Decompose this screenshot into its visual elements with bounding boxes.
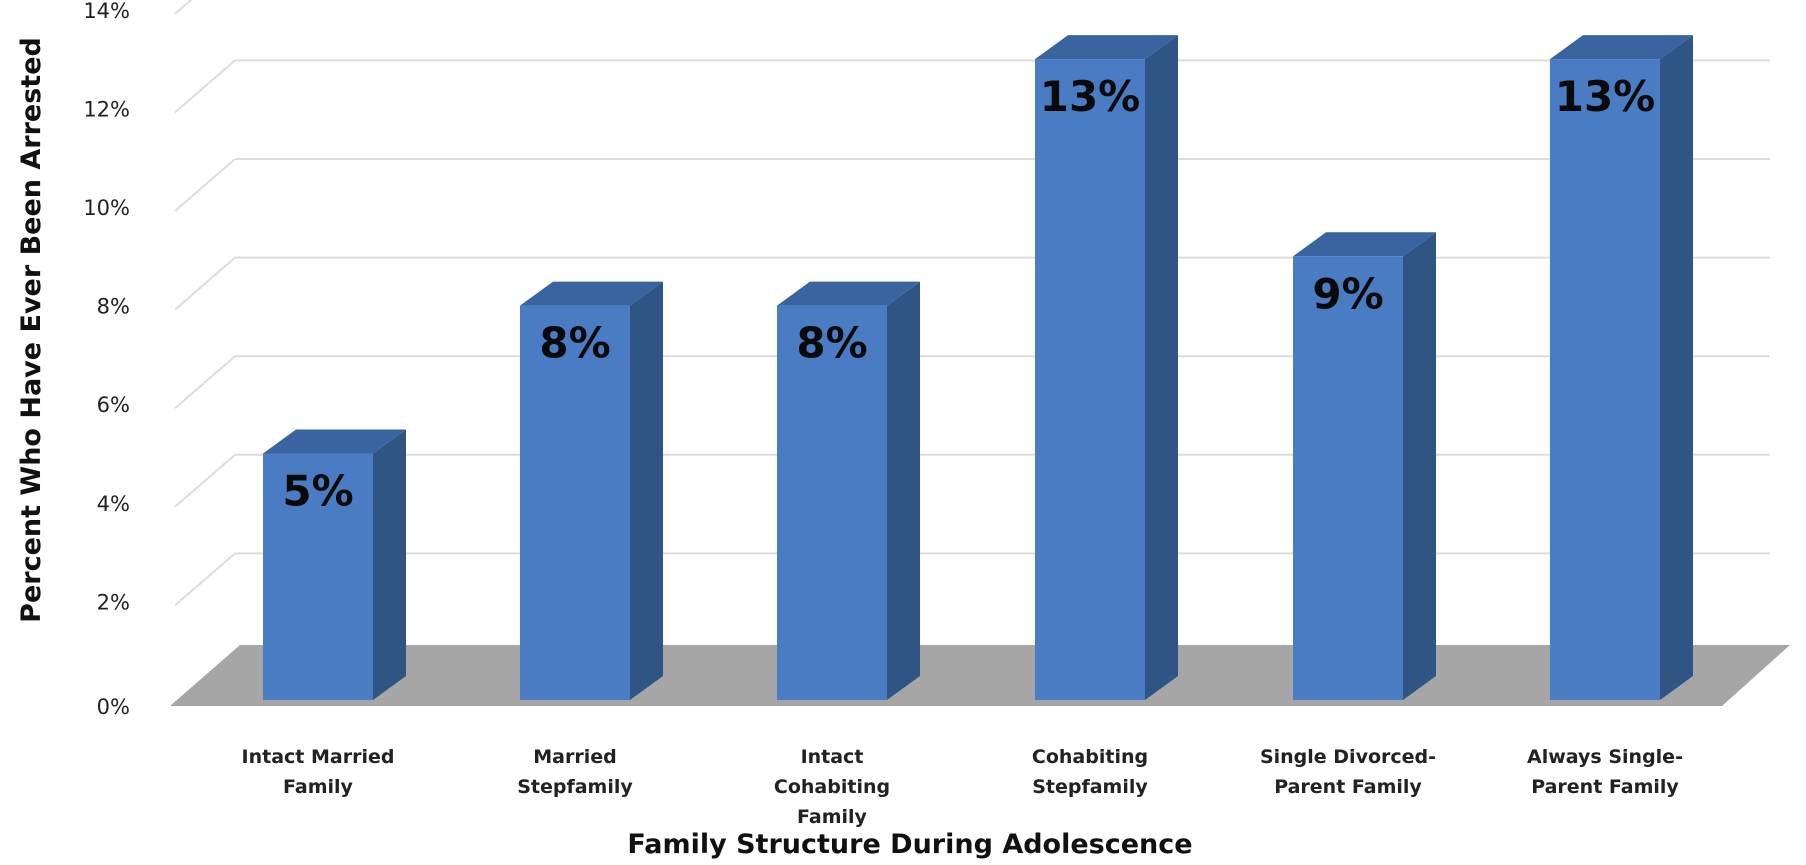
bar-top (520, 281, 663, 306)
bar-front (777, 305, 887, 700)
bar-front (520, 305, 630, 700)
data-label: 8% (796, 319, 867, 368)
x-tick-label-line: Parent Family (1274, 776, 1422, 798)
x-axis-title: Family Structure During Adolescence (627, 829, 1192, 860)
data-label: 9% (1312, 269, 1383, 318)
gridline-slant (174, 0, 193, 15)
x-tick-label-line: Always Single- (1527, 746, 1683, 768)
y-tick-label: 0% (97, 695, 130, 719)
x-tick-label-line: Single Divorced- (1260, 746, 1436, 768)
data-label: 8% (539, 319, 610, 368)
y-tick-label: 8% (97, 295, 130, 319)
bars: 5% 8% 8% 13% 9% 13% (263, 35, 1693, 701)
bar-top (777, 281, 920, 306)
bar-front (1035, 59, 1145, 701)
gridline-slant (174, 454, 236, 508)
bar: 5% (263, 429, 406, 700)
bar-front (263, 453, 373, 700)
x-tick-label: Intact Cohabiting Family (774, 746, 890, 828)
data-label: 13% (1555, 72, 1656, 121)
x-tick-label-line: Intact (801, 746, 864, 768)
bar: 9% (1293, 232, 1436, 701)
gridline-slant (174, 256, 236, 311)
bar-top (1293, 232, 1436, 257)
y-tick-label: 2% (97, 590, 130, 614)
bar-top (1035, 35, 1178, 60)
floor-plane (170, 645, 1790, 706)
x-tick-label-line: Stepfamily (1032, 776, 1148, 798)
y-tick-label: 6% (97, 393, 130, 417)
gridline-slant (174, 59, 236, 114)
data-label: 13% (1040, 72, 1141, 121)
x-tick-label: Single Divorced- Parent Family (1260, 746, 1436, 798)
bar-front (1293, 256, 1403, 700)
x-tick-label-line: Intact Married (242, 746, 395, 768)
bar-side (1145, 35, 1178, 701)
bar: 13% (1550, 35, 1693, 701)
gridlines (174, 0, 1770, 607)
y-tick-label: 12% (83, 97, 130, 121)
x-tick-label-line: Stepfamily (517, 776, 633, 798)
x-tick-label-line: Parent Family (1531, 776, 1679, 798)
y-axis-ticks: 0% 2% 4% 6% 8% 10% 12% 14% (83, 0, 130, 719)
x-axis-labels: Intact Married Family Married Stepfamily Int… (242, 746, 1683, 828)
bar-top (1550, 35, 1693, 60)
y-tick-label: 10% (83, 196, 130, 220)
gridline-slant (174, 355, 236, 409)
bar: 8% (520, 281, 663, 700)
y-tick-label: 14% (83, 0, 130, 23)
bar-side (1660, 35, 1693, 701)
x-tick-label-line: Family (797, 806, 868, 828)
x-tick-label: Cohabiting Stepfamily (1032, 746, 1148, 798)
x-tick-label: Married Stepfamily (517, 746, 633, 798)
bar-side (630, 281, 663, 700)
x-tick-label: Intact Married Family (242, 746, 395, 798)
y-tick-label: 4% (97, 492, 130, 516)
bar: 13% (1035, 35, 1178, 701)
data-label: 5% (282, 467, 353, 516)
bar-front (1550, 59, 1660, 701)
bar-top (263, 429, 406, 454)
x-tick-label-line: Family (283, 776, 354, 798)
bar-side (373, 429, 406, 700)
bar-side (887, 281, 920, 700)
bar: 8% (777, 281, 920, 700)
x-tick-label-line: Cohabiting (774, 776, 890, 798)
x-tick-label-line: Married (533, 746, 616, 768)
gridline-slant (174, 552, 236, 607)
x-tick-label-line: Cohabiting (1032, 746, 1148, 768)
bar-side (1403, 232, 1436, 701)
chart-floor (170, 645, 1790, 706)
x-tick-label: Always Single- Parent Family (1527, 746, 1683, 798)
gridline-slant (174, 158, 236, 212)
y-axis-title: Percent Who Have Ever Been Arrested (16, 37, 47, 623)
